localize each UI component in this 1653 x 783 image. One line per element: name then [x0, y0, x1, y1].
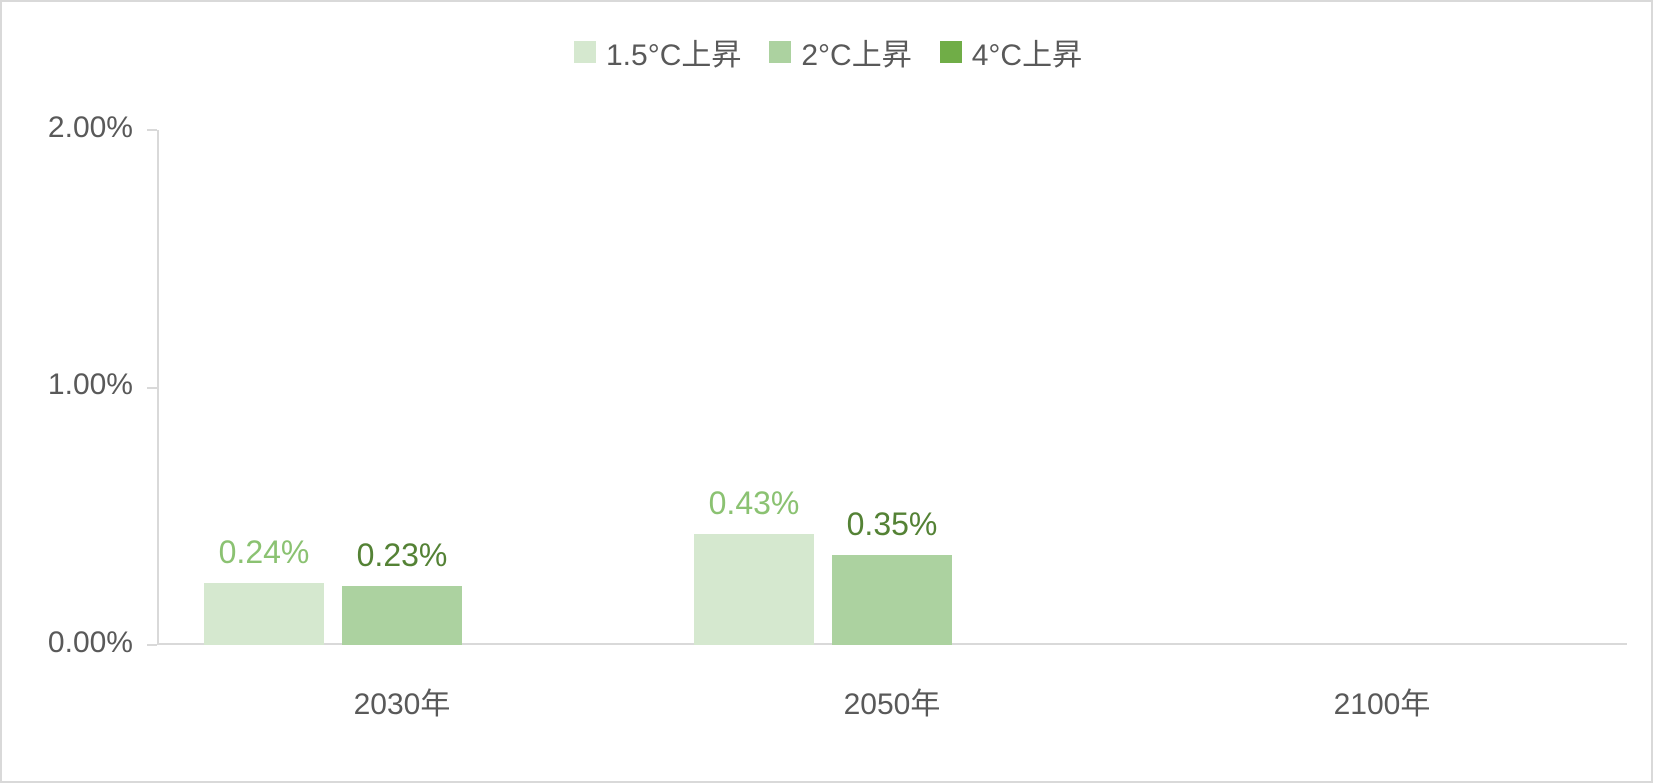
- x-tick-label: 2100年: [1334, 679, 1431, 723]
- legend-label: 2°C上昇: [801, 30, 911, 74]
- data-label: 0.24%: [219, 534, 310, 571]
- y-tick-mark: [147, 129, 157, 131]
- y-tick-label: 2.00%: [48, 111, 133, 145]
- y-tick-label: 1.00%: [48, 368, 133, 402]
- bar: [694, 534, 814, 645]
- y-tick-mark: [147, 644, 157, 646]
- bar: [204, 583, 324, 645]
- bar: [342, 586, 462, 645]
- legend: 1.5°C上昇 2°C上昇 4°C上昇: [574, 30, 1082, 74]
- data-label: 0.43%: [709, 485, 800, 522]
- legend-item: 2°C上昇: [769, 30, 911, 74]
- plot-area: 0.00%1.00%2.00%2030年0.24%0.23%2050年0.43%…: [157, 130, 1627, 645]
- legend-label: 1.5°C上昇: [606, 30, 741, 74]
- chart-frame: 1.5°C上昇 2°C上昇 4°C上昇 0.00% 1.00% 2.00% 2030年 0.2…: [0, 0, 1653, 783]
- bar: [832, 555, 952, 645]
- y-axis-line: [157, 130, 159, 645]
- legend-item: 4°C上昇: [940, 30, 1082, 74]
- y-tick-label: 0.00%: [48, 626, 133, 660]
- x-tick-label: 2050年: [844, 679, 941, 723]
- x-tick-label: 2030年: [354, 679, 451, 723]
- legend-label: 4°C上昇: [972, 30, 1082, 74]
- legend-swatch: [574, 41, 596, 63]
- data-label: 0.35%: [847, 506, 938, 543]
- legend-swatch: [769, 41, 791, 63]
- data-label: 0.23%: [357, 537, 448, 574]
- y-tick-mark: [147, 387, 157, 389]
- legend-swatch: [940, 41, 962, 63]
- legend-item: 1.5°C上昇: [574, 30, 741, 74]
